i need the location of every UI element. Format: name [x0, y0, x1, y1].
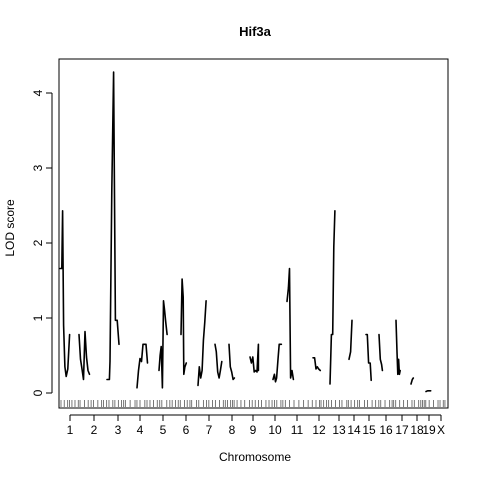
y-axis: 0 1 2 3 4 — [31, 89, 53, 396]
x-tick-label: 2 — [91, 423, 98, 437]
x-tick-label: 13 — [332, 423, 346, 437]
x-tick-label: 18 — [410, 423, 424, 437]
lod-curve-chr-19 — [410, 377, 415, 385]
lod-curve-chr-15 — [348, 319, 353, 361]
x-tick-label: 12 — [312, 423, 326, 437]
y-tick-label: 3 — [31, 164, 45, 171]
lod-curves — [59, 71, 432, 393]
lod-curve-chr-17 — [378, 333, 384, 372]
x-tick-label: 9 — [250, 423, 257, 437]
lod-curve-chr-13 — [312, 356, 322, 372]
x-tick-label: X — [437, 423, 445, 437]
chart-title: Hif3a — [239, 24, 272, 39]
x-tick-label: 14 — [347, 423, 361, 437]
x-tick-label: 4 — [137, 423, 144, 437]
lod-curve-chr-2 — [78, 330, 91, 381]
x-tick-label: 7 — [206, 423, 213, 437]
marker-rug — [60, 400, 446, 407]
x-axis-label: Chromosome — [219, 450, 291, 464]
lod-curve-chr-8 — [214, 343, 223, 379]
x-tick-label: 11 — [291, 423, 304, 437]
x-tick-label: 19 — [422, 423, 436, 437]
lod-curve-chr-4 — [136, 343, 149, 389]
y-axis-label: LOD score — [3, 199, 17, 257]
lod-curve-chr-12 — [286, 267, 295, 381]
lod-curve-chr-7 — [197, 299, 207, 387]
x-tick-label: 8 — [229, 423, 236, 437]
lod-curve-chr-9 — [228, 343, 236, 381]
x-tick-label: 6 — [183, 423, 190, 437]
lod-curve-chr-14 — [329, 210, 336, 385]
x-tick-label: 1 — [67, 423, 74, 437]
y-tick-label: 1 — [31, 314, 45, 321]
lod-curve-chr-10 — [249, 343, 260, 373]
lod-curve-chr-18 — [395, 319, 402, 376]
lod-curve-chr-11 — [272, 343, 283, 383]
x-tick-label: 15 — [362, 423, 376, 437]
lod-curve-chr-3 — [106, 71, 120, 381]
x-tick-label: 17 — [395, 423, 409, 437]
lod-curve-chr-5 — [158, 299, 168, 389]
y-tick-label: 2 — [31, 239, 45, 246]
lod-curve-chr-16 — [365, 333, 373, 382]
x-tick-label: 16 — [379, 423, 393, 437]
x-tick-label: 3 — [115, 423, 122, 437]
lod-curve-chr-X — [425, 389, 432, 393]
lod-curve-chr-1 — [59, 210, 71, 378]
x-tick-label: 5 — [160, 423, 167, 437]
x-tick-label: 10 — [268, 423, 282, 437]
lod-curve-chr-6 — [180, 278, 188, 376]
y-tick-label: 0 — [31, 389, 45, 396]
y-tick-label: 4 — [31, 89, 45, 96]
plot-frame — [58, 58, 449, 409]
